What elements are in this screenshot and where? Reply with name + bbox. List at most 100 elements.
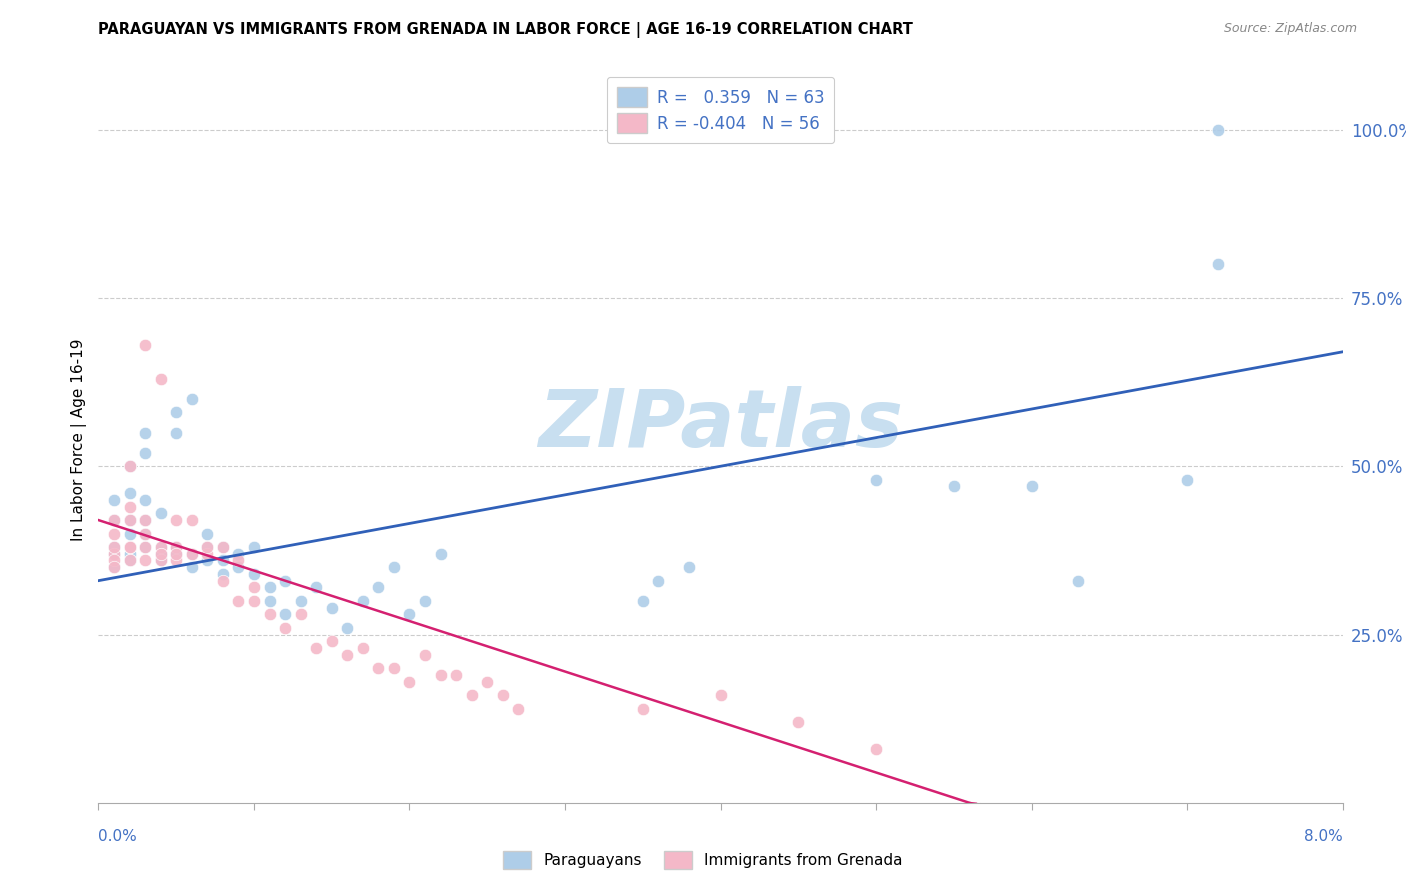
- Point: [274, 607, 297, 622]
- Point: [180, 392, 202, 406]
- Point: [305, 640, 328, 655]
- Point: [631, 594, 654, 608]
- Point: [382, 661, 405, 675]
- Point: [165, 553, 187, 567]
- Point: [413, 648, 436, 662]
- Point: [195, 540, 218, 554]
- Point: [149, 547, 172, 561]
- Point: [444, 668, 467, 682]
- Point: [195, 547, 218, 561]
- Point: [211, 553, 233, 567]
- Point: [103, 492, 125, 507]
- Text: 0.0%: 0.0%: [98, 830, 138, 844]
- Point: [211, 574, 233, 588]
- Point: [321, 634, 343, 648]
- Point: [787, 714, 810, 729]
- Point: [134, 513, 156, 527]
- Point: [243, 594, 266, 608]
- Point: [118, 553, 141, 567]
- Point: [103, 560, 125, 574]
- Point: [211, 540, 233, 554]
- Point: [1067, 574, 1090, 588]
- Point: [103, 553, 125, 567]
- Point: [274, 574, 297, 588]
- Point: [336, 621, 359, 635]
- Point: [118, 513, 141, 527]
- Point: [103, 526, 125, 541]
- Point: [103, 540, 125, 554]
- Point: [134, 526, 156, 541]
- Point: [195, 553, 218, 567]
- Point: [1021, 479, 1043, 493]
- Point: [336, 648, 359, 662]
- Point: [710, 688, 733, 702]
- Point: [118, 486, 141, 500]
- Point: [228, 553, 250, 567]
- Point: [103, 513, 125, 527]
- Point: [118, 459, 141, 474]
- Point: [103, 513, 125, 527]
- Point: [290, 607, 312, 622]
- Point: [180, 513, 202, 527]
- Point: [647, 574, 669, 588]
- Point: [165, 540, 187, 554]
- Point: [1206, 257, 1229, 271]
- Point: [149, 553, 172, 567]
- Point: [134, 513, 156, 527]
- Point: [1175, 473, 1198, 487]
- Point: [631, 701, 654, 715]
- Text: 8.0%: 8.0%: [1303, 830, 1343, 844]
- Point: [321, 600, 343, 615]
- Point: [118, 459, 141, 474]
- Point: [118, 526, 141, 541]
- Point: [118, 513, 141, 527]
- Point: [165, 425, 187, 440]
- Point: [398, 607, 420, 622]
- Text: PARAGUAYAN VS IMMIGRANTS FROM GRENADA IN LABOR FORCE | AGE 16-19 CORRELATION CHA: PARAGUAYAN VS IMMIGRANTS FROM GRENADA IN…: [98, 22, 914, 38]
- Point: [149, 553, 172, 567]
- Point: [274, 621, 297, 635]
- Point: [118, 540, 141, 554]
- Point: [149, 372, 172, 386]
- Point: [195, 526, 218, 541]
- Point: [461, 688, 484, 702]
- Point: [134, 526, 156, 541]
- Point: [228, 547, 250, 561]
- Point: [352, 640, 374, 655]
- Point: [149, 547, 172, 561]
- Point: [228, 594, 250, 608]
- Point: [165, 405, 187, 419]
- Point: [103, 560, 125, 574]
- Y-axis label: In Labor Force | Age 16-19: In Labor Force | Age 16-19: [72, 338, 87, 541]
- Point: [165, 540, 187, 554]
- Point: [429, 547, 451, 561]
- Point: [149, 540, 172, 554]
- Point: [134, 425, 156, 440]
- Point: [367, 581, 389, 595]
- Point: [243, 566, 266, 581]
- Point: [243, 581, 266, 595]
- Point: [678, 560, 700, 574]
- Point: [508, 701, 530, 715]
- Point: [118, 540, 141, 554]
- Point: [942, 479, 965, 493]
- Point: [134, 446, 156, 460]
- Point: [259, 594, 281, 608]
- Point: [118, 553, 141, 567]
- Point: [865, 473, 887, 487]
- Point: [259, 607, 281, 622]
- Point: [103, 547, 125, 561]
- Legend: R =   0.359   N = 63, R = -0.404   N = 56: R = 0.359 N = 63, R = -0.404 N = 56: [607, 77, 834, 144]
- Point: [367, 661, 389, 675]
- Point: [180, 560, 202, 574]
- Point: [134, 540, 156, 554]
- Legend: Paraguayans, Immigrants from Grenada: Paraguayans, Immigrants from Grenada: [498, 845, 908, 875]
- Point: [865, 742, 887, 756]
- Point: [165, 513, 187, 527]
- Text: ZIPatlas: ZIPatlas: [538, 385, 903, 464]
- Point: [149, 540, 172, 554]
- Point: [259, 581, 281, 595]
- Point: [180, 547, 202, 561]
- Point: [118, 540, 141, 554]
- Point: [1206, 122, 1229, 136]
